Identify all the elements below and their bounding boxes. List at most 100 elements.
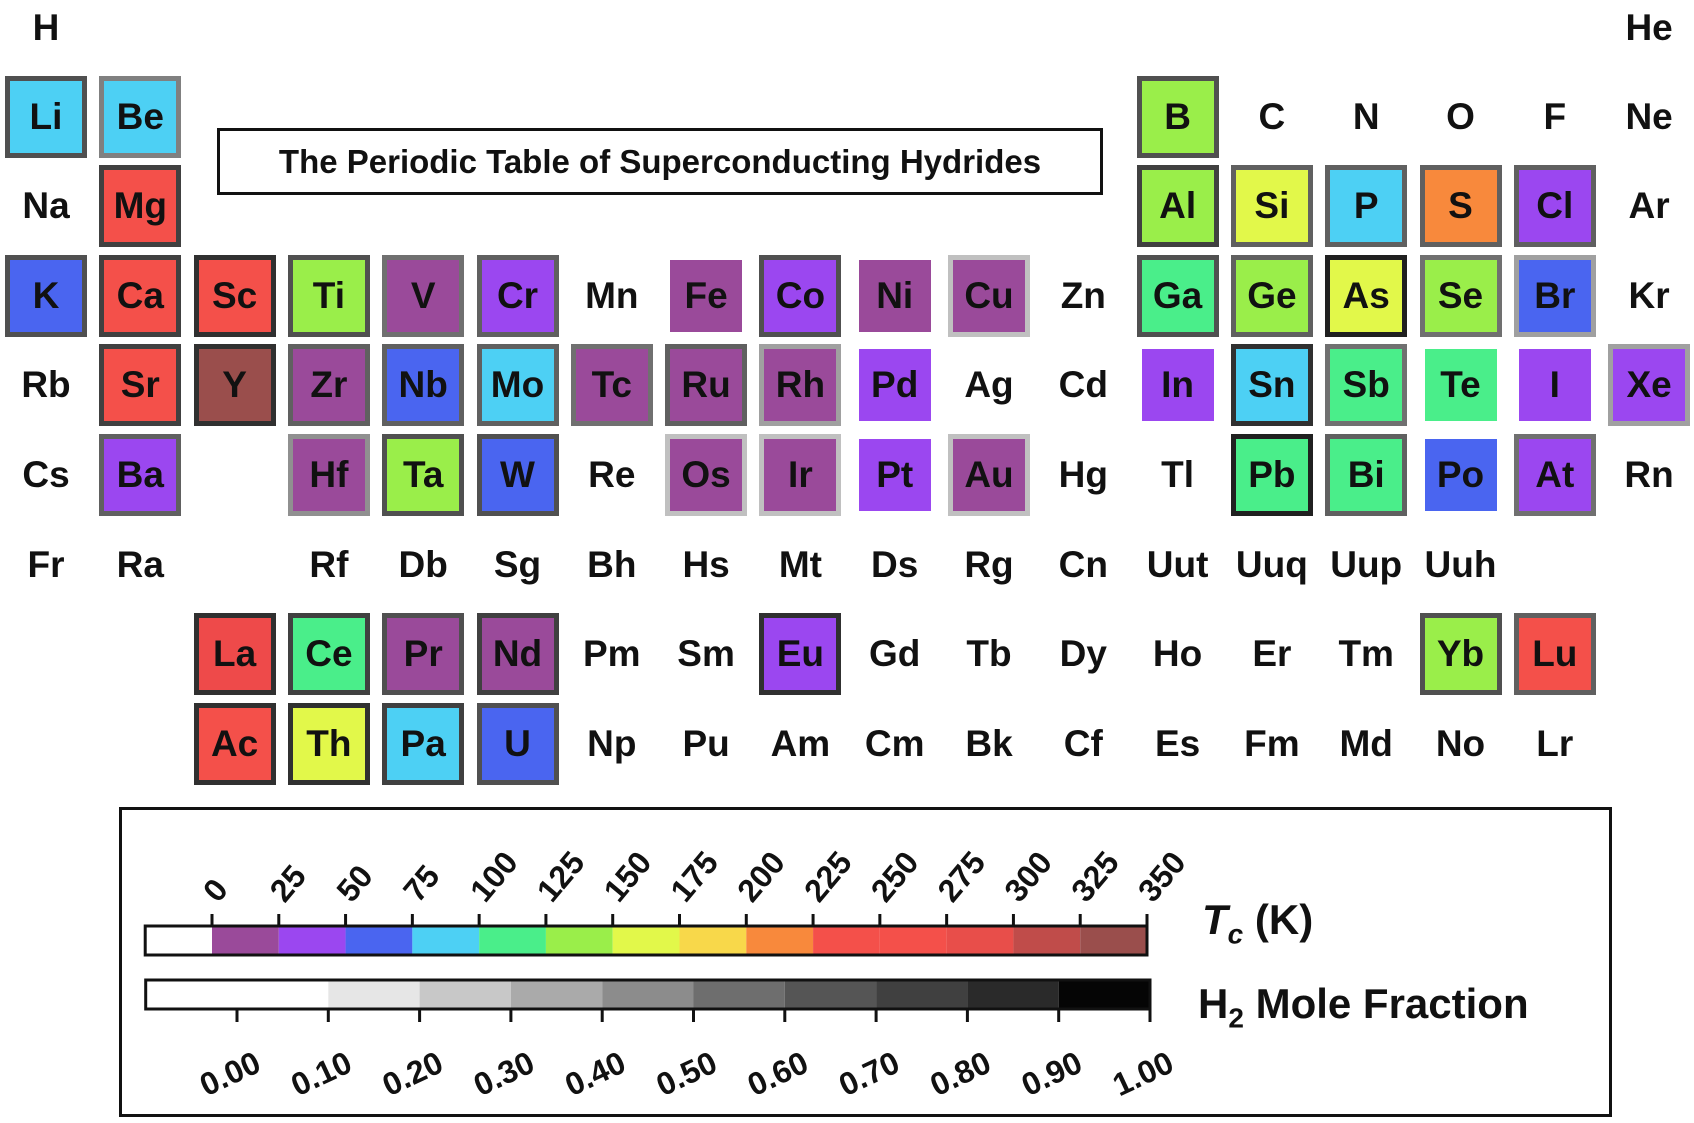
tc-segment xyxy=(479,926,546,955)
tc-bar-frame xyxy=(143,924,1149,957)
tc-segment xyxy=(946,926,1014,955)
element-sm: Sm xyxy=(677,633,735,674)
element-ar: Ar xyxy=(1628,185,1670,226)
tc-segment xyxy=(879,926,947,955)
element-ni: Ni xyxy=(853,255,936,337)
element-ga: Ga xyxy=(1136,255,1219,337)
h2-tick-label: 1.00 xyxy=(1107,1044,1179,1103)
element-pm: Pm xyxy=(583,633,641,674)
element-uup: Uup xyxy=(1330,544,1403,585)
element-ra: Ra xyxy=(116,544,164,585)
h2-tick-label: 0.90 xyxy=(1016,1044,1088,1103)
element-as: As xyxy=(1325,255,1408,337)
periodic-table: H He Li Be B C N O F Ne Na Mg Al Si P S Cl Ar K Ca Sc Ti V Cr Mn… xyxy=(5,7,1691,785)
element-in: In xyxy=(1136,344,1219,426)
element-no: No xyxy=(1435,723,1486,764)
h2-tick-label: 0.10 xyxy=(285,1044,357,1103)
h2-tick-label: 0.40 xyxy=(559,1044,631,1103)
element-bk: Bk xyxy=(965,723,1013,764)
h2-tick-label: 0.30 xyxy=(468,1044,540,1103)
tc-segment xyxy=(813,926,880,955)
element-gd: Gd xyxy=(868,633,921,674)
element-al: Al xyxy=(1136,165,1219,247)
tc-tick-label: 325 xyxy=(1064,844,1126,908)
element-mg: Mg xyxy=(99,165,182,247)
element-i: I xyxy=(1513,344,1596,426)
element-be: Be xyxy=(99,76,182,158)
h2-label-rest: Mole Fraction xyxy=(1243,980,1529,1027)
element-co: Co xyxy=(759,255,842,337)
element-po: Po xyxy=(1419,434,1502,516)
tc-segment xyxy=(412,926,480,955)
element-li: Li xyxy=(5,76,87,158)
element-p: P xyxy=(1325,165,1408,247)
element-he: He xyxy=(1625,7,1673,48)
h2-scale-title: H2 Mole Fraction xyxy=(1198,980,1529,1034)
tc-segment xyxy=(145,926,212,955)
element-th: Th xyxy=(287,703,370,785)
element-o: O xyxy=(1446,96,1475,137)
element-ca: Ca xyxy=(99,255,182,337)
tc-tick-label: 225 xyxy=(797,844,859,908)
element-fm: Fm xyxy=(1244,723,1300,764)
h2-segment xyxy=(784,980,877,1009)
element-ba: Ba xyxy=(99,434,182,516)
element-u: U xyxy=(476,703,559,785)
element-cf: Cf xyxy=(1063,723,1103,764)
element-cl: Cl xyxy=(1513,165,1596,247)
h2-tick-label: 0.20 xyxy=(377,1044,449,1103)
element-rh: Rh xyxy=(759,344,842,426)
element-au: Au xyxy=(948,434,1030,516)
element-ag: Ag xyxy=(964,364,1014,405)
tc-segment xyxy=(278,926,346,955)
element-tm: Tm xyxy=(1338,633,1394,674)
element-xe: Xe xyxy=(1608,344,1691,426)
h2-segment xyxy=(693,980,785,1009)
h2-tick-label: 0.50 xyxy=(651,1044,723,1103)
h2-tick-label: 0.00 xyxy=(194,1044,266,1103)
element-fe: Fe xyxy=(665,255,748,337)
tc-segment xyxy=(1080,926,1147,955)
h2-segment xyxy=(328,980,420,1009)
element-si: Si xyxy=(1230,165,1313,247)
element-uuq: Uuq xyxy=(1235,544,1308,585)
element-f: F xyxy=(1543,96,1567,137)
tc-segment xyxy=(545,926,613,955)
element-bh: Bh xyxy=(587,544,637,585)
element-b: B xyxy=(1136,76,1219,158)
element-kr: Kr xyxy=(1628,275,1670,316)
element-uut: Uut xyxy=(1146,544,1209,585)
h2-tick-label: 0.80 xyxy=(925,1044,997,1103)
element-pd: Pd xyxy=(853,344,936,426)
element-lr: Lr xyxy=(1536,723,1574,764)
tc-segment xyxy=(679,926,747,955)
element-rg: Rg xyxy=(964,544,1014,585)
tc-segment xyxy=(746,926,814,955)
element-cs: Cs xyxy=(22,454,70,495)
tc-tick-label: 125 xyxy=(530,844,592,908)
element-ho: Ho xyxy=(1152,633,1203,674)
element-cu: Cu xyxy=(948,255,1030,337)
element-s: S xyxy=(1419,165,1502,247)
element-sn: Sn xyxy=(1230,344,1313,426)
element-es: Es xyxy=(1154,723,1201,764)
element-h: H xyxy=(32,7,60,48)
element-sc: Sc xyxy=(193,255,276,337)
element-bi: Bi xyxy=(1325,434,1408,516)
tc-label-main: T xyxy=(1202,896,1228,943)
element-ds: Ds xyxy=(871,544,919,585)
h2-segment xyxy=(967,980,1059,1009)
tc-segment xyxy=(612,926,680,955)
element-hg: Hg xyxy=(1058,454,1108,495)
element-rb: Rb xyxy=(21,364,71,405)
h2-segment xyxy=(510,980,603,1009)
tc-tick-label: 25 xyxy=(263,858,313,908)
tc-tick-label: 200 xyxy=(730,844,792,908)
element-br: Br xyxy=(1513,255,1596,337)
tc-label-unit: (K) xyxy=(1243,896,1314,943)
element-rn: Rn xyxy=(1624,454,1674,495)
element-n: N xyxy=(1352,96,1380,137)
element-lu: Lu xyxy=(1513,613,1596,695)
tc-tick-label: 50 xyxy=(329,858,379,908)
